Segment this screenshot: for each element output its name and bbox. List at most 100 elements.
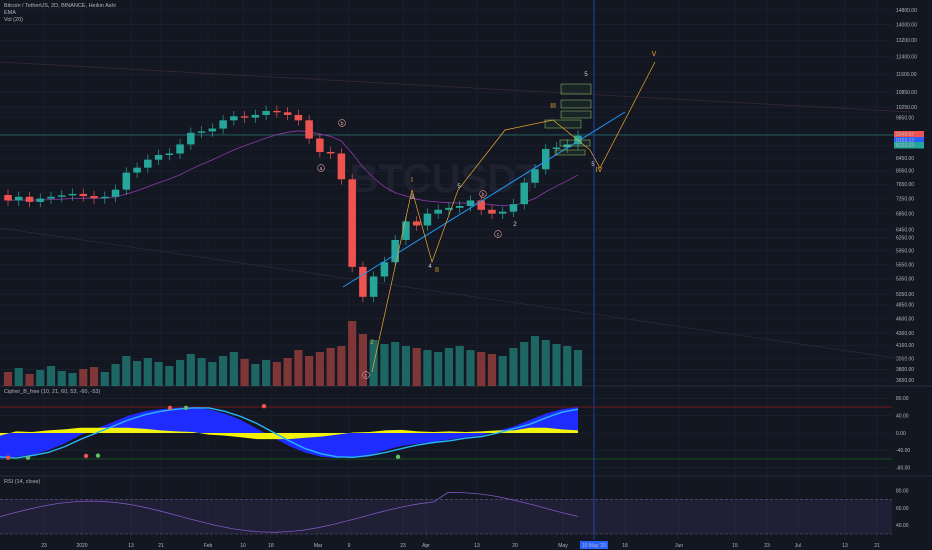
cipher-tick-label: -40.00 <box>896 448 910 454</box>
volume-bar <box>294 350 303 386</box>
wave-label: b <box>341 121 344 127</box>
volume-bar <box>498 356 507 386</box>
volume-bar <box>229 352 238 386</box>
wave-label: I <box>411 177 413 184</box>
price-tick-label: 3800.00 <box>896 367 914 373</box>
candle <box>122 172 131 190</box>
cipher-signal-dot <box>95 453 101 458</box>
volume-bar <box>477 352 486 386</box>
volume-bar <box>100 372 109 386</box>
price-tick-label: 6850.00 <box>896 211 914 217</box>
volume-bar <box>219 356 228 386</box>
ema-legend: EMA <box>4 10 16 16</box>
candle <box>133 167 141 173</box>
time-tick-label: 2020 <box>76 543 87 549</box>
wave-label: a <box>320 166 323 172</box>
volume-bar <box>57 371 66 386</box>
fib-box <box>560 110 592 119</box>
volume-bar <box>520 342 529 386</box>
volume-bar <box>326 348 335 386</box>
main-legend: Bitcoin / TetherUS, 2D, BINANCE, Heikin … <box>4 3 116 24</box>
candle <box>144 159 152 168</box>
price-tag-label: 8123.03 <box>896 143 914 149</box>
volume-bar <box>455 346 464 386</box>
price-tick-label: 12400.00 <box>896 55 917 61</box>
wave-label: 2 <box>370 340 374 346</box>
time-tick-label: 23 <box>400 543 406 549</box>
rsi-tick-label: 80.00 <box>896 488 909 494</box>
candle <box>68 193 77 196</box>
volume-bar <box>541 340 550 386</box>
price-tick-label: 8050.00 <box>896 169 914 175</box>
price-tag <box>894 137 924 144</box>
candle <box>219 120 227 129</box>
price-tag-label: 9153.12 <box>896 138 914 144</box>
candle <box>79 193 88 197</box>
volume-bar <box>154 362 163 386</box>
price-tick-label: 7250.00 <box>896 196 914 202</box>
volume-bar <box>251 364 260 386</box>
rsi-band <box>0 499 892 534</box>
candle <box>348 179 356 267</box>
volume-bar <box>563 346 572 386</box>
volume-bar <box>122 356 131 386</box>
volume-bar <box>305 356 314 386</box>
time-tick-label: 21 <box>158 543 164 549</box>
candle <box>445 207 453 210</box>
candle <box>101 196 109 199</box>
volume-bar <box>315 352 324 386</box>
candle <box>187 132 195 145</box>
wave-label: III <box>550 103 556 110</box>
volume-bar <box>186 354 195 386</box>
wave-label: 5 <box>591 162 595 168</box>
volume-bar <box>573 350 583 386</box>
volume-bar <box>14 368 23 386</box>
volume-bar <box>348 321 357 386</box>
candle <box>230 116 238 121</box>
time-tick-label: 20 <box>512 543 518 549</box>
volume-bar <box>466 350 475 386</box>
price-tag-label: 9349.97 <box>896 132 914 138</box>
time-tick-label: 18 <box>268 543 274 549</box>
time-tick-label: Apr <box>422 543 430 549</box>
time-tick-label: 13 <box>842 543 848 549</box>
price-tick-label: 14800.00 <box>896 8 917 14</box>
time-tick-label: 13 <box>128 543 134 549</box>
volume-bar <box>552 344 561 386</box>
volume-bar <box>337 346 346 386</box>
cipher-signal-dot <box>5 455 11 460</box>
volume-bar <box>143 358 152 386</box>
price-tag <box>894 142 924 149</box>
volume-bar <box>165 366 174 386</box>
price-tick-label: 4600.00 <box>896 317 914 323</box>
wave-label: b <box>482 192 485 198</box>
volume-bar <box>380 344 389 386</box>
trendline-long <box>0 227 911 361</box>
cipher-signal-dot <box>395 454 401 460</box>
price-tick-label: 5050.00 <box>896 292 914 298</box>
candle <box>90 196 98 199</box>
time-tick-label: 23 <box>41 543 47 549</box>
candle <box>58 195 66 197</box>
volume-bar <box>487 354 497 386</box>
candle <box>165 153 174 156</box>
price-tick-label: 4360.00 <box>896 331 914 337</box>
blue-trendline <box>342 111 626 288</box>
candle <box>423 213 432 226</box>
candle <box>412 221 421 226</box>
candle <box>273 110 281 113</box>
candle <box>208 128 217 132</box>
candle <box>316 138 324 152</box>
price-tick-label: 6250.00 <box>896 236 914 242</box>
volume-bar <box>240 359 249 386</box>
candle <box>154 155 163 160</box>
rsi-tick-label: 40.00 <box>896 523 909 529</box>
candle <box>337 153 346 180</box>
price-tick-label: 5950.00 <box>896 249 914 255</box>
cipher-signal-dot <box>25 455 31 460</box>
price-tick-label: 11600.00 <box>896 72 917 78</box>
volume-bar <box>509 348 518 386</box>
volume-bar <box>401 346 411 386</box>
cipher-tick-label: 80.00 <box>896 396 909 402</box>
